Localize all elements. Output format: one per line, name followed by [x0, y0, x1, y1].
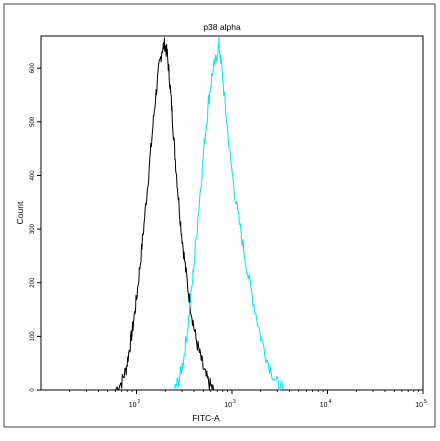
- y-tick-label: 600: [30, 63, 36, 74]
- y-axis-label: Count: [15, 201, 25, 224]
- series-line-1: [114, 37, 215, 391]
- x-axis-ticks: 102 103 104 105: [69, 390, 427, 409]
- y-tick-label: 200: [30, 277, 36, 288]
- histogram-series: [114, 36, 284, 391]
- x-tick-label: 103: [224, 399, 236, 409]
- y-tick-label: 500: [30, 116, 36, 127]
- y-axis-ticks: 0 100 200 300 400 500 600: [30, 63, 41, 392]
- x-tick-label: 105: [415, 399, 427, 409]
- chart-title: p38 alpha: [203, 22, 241, 32]
- x-axis-label: FITC-A: [192, 413, 220, 423]
- panel-border: [3, 3, 436, 428]
- x-tick-label: 102: [129, 399, 141, 409]
- x-tick-label: 104: [320, 399, 332, 409]
- series-line-2: [174, 36, 284, 391]
- y-tick-label: 300: [30, 223, 36, 234]
- y-tick-label: 100: [30, 331, 36, 342]
- y-tick-label: 400: [30, 170, 36, 181]
- y-tick-label: 0: [30, 388, 36, 392]
